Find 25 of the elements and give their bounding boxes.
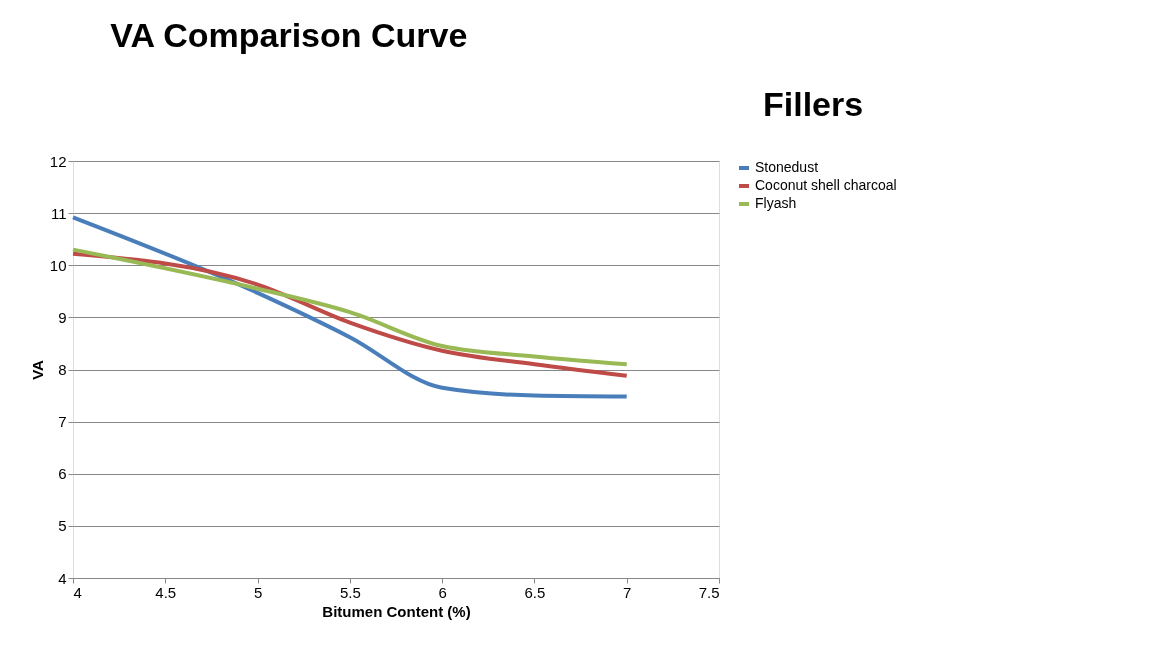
y-tick-label: 10 [49,256,67,274]
x-tick-label: 7.5 [698,583,720,601]
y-tick-label: 6 [58,465,67,483]
chart-title: VA Comparison Curve [110,16,468,54]
y-tick-label: 9 [58,308,67,326]
x-tick-label: 4.5 [155,583,177,601]
text: Fillers [763,85,864,123]
y-tick-label: 7 [58,413,67,431]
y-axis-title: VA [28,359,46,380]
x-tick-label: 6 [438,583,447,601]
legend-label: Stonedust [755,159,819,175]
x-tick-label: 4 [73,583,82,601]
x-tick-label: 6.5 [524,583,546,601]
legend-label: Coconut shell charcoal [755,177,897,193]
y-tick-label: 11 [50,204,67,222]
x-tick-label: 7 [623,583,632,601]
y-tick-label: 5 [58,517,67,535]
legend-label: Flyash [755,195,797,211]
y-tick-label: 8 [58,361,67,378]
y-tick-label: 12 [49,152,67,170]
y-tick-label: 4 [58,569,67,587]
x-tick-label: 5.5 [339,583,361,601]
line-series [71,215,629,399]
x-axis-title: Bitumen Content (%) [322,602,471,620]
x-tick-label: 5 [253,583,263,601]
